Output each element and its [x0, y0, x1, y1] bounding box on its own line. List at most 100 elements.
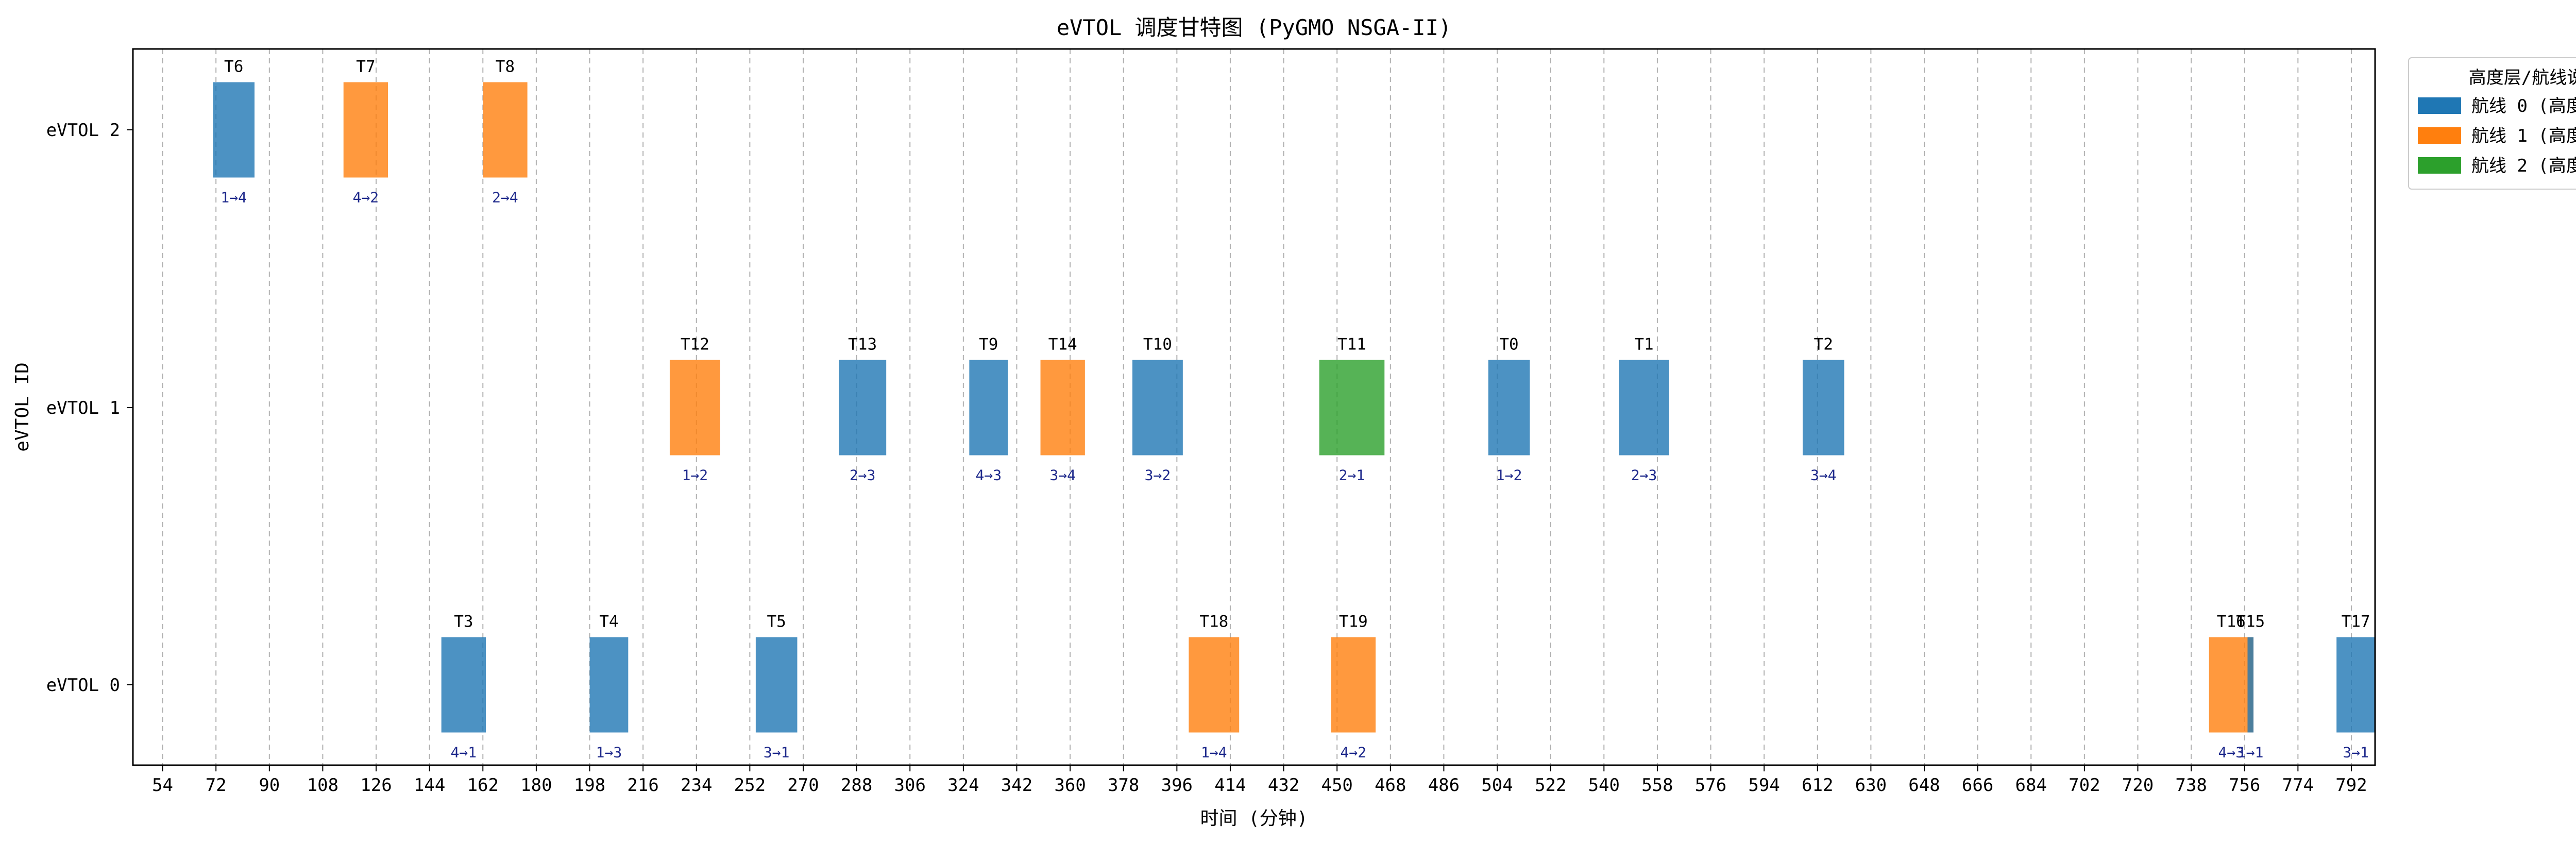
task-bar-T5	[755, 637, 798, 733]
legend-swatch	[2418, 97, 2461, 114]
task-id-label: T17	[2342, 613, 2370, 631]
task-route-label: 2→1	[1339, 467, 1365, 484]
x-axis-ticks: 54 72 90 108 126 144 162 180 198 216 234 252 270 288 3…	[152, 765, 2367, 796]
task-id-label: T10	[1143, 335, 1172, 354]
task-bar-T10	[1132, 360, 1183, 456]
x-tick-label: 216	[627, 775, 658, 796]
task-bar-T2	[1802, 360, 1844, 456]
x-tick-label: 468	[1375, 775, 1406, 796]
task-route-label: 4→2	[1341, 744, 1367, 761]
x-tick-label: 558	[1641, 775, 1673, 796]
task-bar-T1	[1619, 360, 1669, 456]
task-bar-T11	[1319, 360, 1385, 456]
task-id-label: T1	[1634, 335, 1653, 354]
x-tick-label: 432	[1268, 775, 1299, 796]
task-bar-T4	[589, 637, 629, 733]
task-bar-T8	[483, 82, 528, 178]
task-route-label: 4→3	[975, 467, 1002, 484]
task-route-label: 1→1	[2238, 744, 2264, 761]
legend: 高度层/航线说明 航线 0 (高度层 0) 航线 1 (高度层 1) 航线 2 (高…	[2408, 57, 2576, 190]
x-tick-label: 414	[1214, 775, 1246, 796]
task-bar-T18	[1189, 637, 1240, 733]
task-route-label: 1→4	[221, 189, 247, 206]
chart-title: eVTOL 调度甘特图 (PyGMO NSGA-II)	[1057, 15, 1451, 40]
task-id-label: T18	[1199, 613, 1228, 631]
x-tick-label: 288	[841, 775, 872, 796]
task-route-label: 3→1	[764, 744, 790, 761]
task-route-label: 3→1	[2343, 744, 2369, 761]
task-id-label: T4	[599, 613, 618, 631]
legend-title: 高度层/航线说明	[2469, 68, 2576, 88]
y-tick-label: eVTOL 1	[46, 398, 120, 418]
x-tick-label: 90	[259, 775, 280, 796]
x-tick-label: 756	[2229, 775, 2260, 796]
legend-swatch	[2418, 157, 2461, 174]
task-bar-T12	[669, 360, 720, 456]
task-route-label: 3→4	[1810, 467, 1837, 484]
x-tick-label: 684	[2015, 775, 2047, 796]
task-route-label: 1→2	[682, 467, 708, 484]
x-tick-label: 702	[2069, 775, 2100, 796]
task-bar-T19	[1331, 637, 1376, 733]
task-id-label: T12	[681, 335, 709, 354]
task-route-label: 2→3	[850, 467, 876, 484]
x-tick-label: 738	[2175, 775, 2207, 796]
task-id-label: T2	[1814, 335, 1833, 354]
task-labels: T6 1→4 T7 4→2 T8 2→4 T12 1→2 T13 2→3 T9 4→3 T14 3→4 T1…	[221, 58, 2370, 761]
x-tick-label: 180	[520, 775, 552, 796]
task-bar-T6	[213, 82, 255, 178]
x-tick-label: 720	[2122, 775, 2154, 796]
task-id-label: T16	[2217, 613, 2246, 631]
legend-box	[2408, 57, 2576, 190]
task-id-label: T14	[1048, 335, 1077, 354]
task-id-label: T19	[1339, 613, 1368, 631]
y-tick-label: eVTOL 0	[46, 675, 120, 696]
task-route-label: 3→4	[1049, 467, 1076, 484]
legend-swatch	[2418, 127, 2461, 144]
x-tick-label: 630	[1855, 775, 1887, 796]
task-route-label: 4→1	[451, 744, 477, 761]
task-route-label: 1→2	[1496, 467, 1522, 484]
task-id-label: T13	[848, 335, 877, 354]
x-tick-label: 792	[2335, 775, 2367, 796]
x-tick-label: 612	[1802, 775, 1833, 796]
x-tick-label: 396	[1161, 775, 1193, 796]
task-bars	[213, 82, 2375, 733]
x-axis-label: 时间 (分钟)	[1200, 808, 1308, 829]
task-bar-T3	[441, 637, 486, 733]
x-tick-label: 306	[894, 775, 926, 796]
task-route-label: 2→3	[1631, 467, 1657, 484]
x-tick-label: 270	[787, 775, 819, 796]
x-tick-label: 234	[681, 775, 712, 796]
legend-entry-label: 航线 2 (高度层 2)	[2471, 156, 2576, 176]
x-tick-label: 252	[734, 775, 766, 796]
x-tick-label: 576	[1695, 775, 1726, 796]
x-tick-label: 450	[1321, 775, 1352, 796]
task-bar-T7	[343, 82, 388, 178]
x-tick-label: 594	[1748, 775, 1780, 796]
task-id-label: T8	[496, 58, 515, 76]
x-tick-label: 54	[152, 775, 173, 796]
task-bar-T14	[1040, 360, 1085, 456]
x-tick-label: 126	[360, 775, 392, 796]
x-tick-label: 504	[1481, 775, 1513, 796]
task-bar-T16	[2209, 637, 2253, 733]
task-bar-T9	[969, 360, 1008, 456]
task-id-label: T7	[356, 58, 375, 76]
task-route-label: 3→2	[1145, 467, 1171, 484]
x-tick-label: 324	[947, 775, 979, 796]
task-route-label: 1→4	[1201, 744, 1227, 761]
task-route-label: 1→3	[596, 744, 622, 761]
y-axis-ticks: eVTOL 0 eVTOL 1 eVTOL 2	[46, 120, 133, 696]
task-bar-T15	[2247, 637, 2253, 733]
x-tick-label: 198	[574, 775, 605, 796]
x-tick-label: 360	[1054, 775, 1086, 796]
x-tick-label: 378	[1108, 775, 1139, 796]
y-tick-label: eVTOL 2	[46, 120, 120, 141]
task-route-label: 4→2	[353, 189, 379, 206]
task-id-label: T6	[224, 58, 243, 76]
task-id-label: T5	[767, 613, 786, 631]
x-tick-label: 666	[1962, 775, 1993, 796]
task-bar-T17	[2336, 637, 2375, 733]
